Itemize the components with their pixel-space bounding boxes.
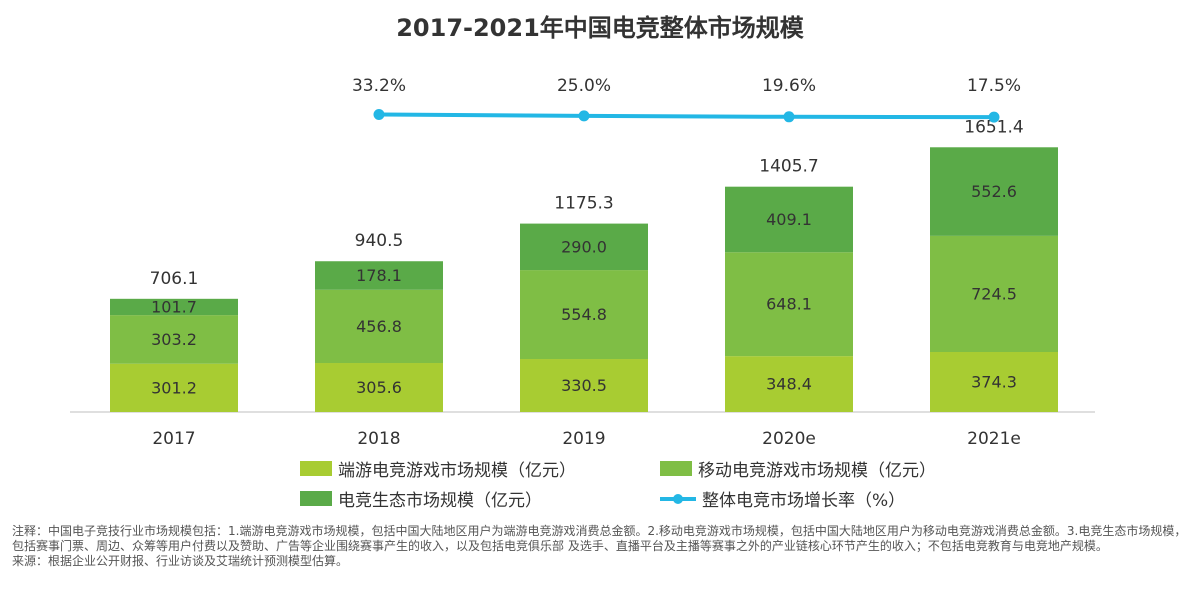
- growth-label-2021e: 17.5%: [967, 76, 1021, 96]
- bar-mobile-2018: [315, 289, 443, 364]
- footnote-note: 注释：中国电子竞技行业市场规模包括：1.端游电竞游戏市场规模，包括中国大陆地区用…: [12, 524, 1187, 553]
- bar-label-eco-2021e: 552.6: [971, 182, 1017, 201]
- bar-label-eco-2019: 290.0: [561, 237, 607, 256]
- legend-item-growth: 整体电竞市场增长率（%）: [660, 486, 905, 511]
- stacked-bar-chart: 301.2 303.2 101.7 706.1 2017 305.6 456.8 178.1 9…: [70, 76, 1095, 449]
- total-label-2019: 1175.3: [554, 194, 613, 214]
- total-label-2017: 706.1: [150, 269, 199, 289]
- bar-pc-2020e: [725, 356, 853, 412]
- legend-item-mobile: 移动电竞游戏市场规模（亿元）: [660, 456, 936, 481]
- footnote-source: 来源：根据企业公开财报、行业访谈及艾瑞统计预测模型估算。: [12, 554, 349, 568]
- bar-label-eco-2017: 101.7: [151, 297, 197, 316]
- bar-label-mobile-2017: 303.2: [151, 330, 197, 349]
- bar-label-eco-2020e: 409.1: [766, 210, 812, 229]
- growth-label-2020e: 19.6%: [762, 76, 816, 96]
- growth-point-2018: [373, 109, 385, 120]
- bar-label-eco-2018: 178.1: [356, 266, 402, 285]
- bar-label-pc-2017: 301.2: [151, 378, 197, 397]
- growth-label-2018: 33.2%: [352, 76, 406, 96]
- bar-mobile-2017: [110, 315, 238, 364]
- bar-mobile-2019: [520, 270, 648, 360]
- bar-label-mobile-2020e: 648.1: [766, 295, 812, 314]
- bar-mobile-2020e: [725, 252, 853, 357]
- total-label-2018: 940.5: [355, 231, 404, 251]
- footnote: 注释：中国电子竞技行业市场规模包括：1.端游电竞游戏市场规模，包括中国大陆地区用…: [12, 524, 1192, 569]
- growth-label-2019: 25.0%: [557, 76, 611, 96]
- chart-title: 2017-2021年中国电竞整体市场规模: [396, 14, 804, 42]
- bar-eco-2021e: [930, 147, 1058, 236]
- growth-point-2020e: [783, 111, 795, 123]
- x-tick-label-2021e: 2021e: [967, 429, 1021, 449]
- legend-item-eco: 电竞生态市场规模（亿元）: [300, 486, 542, 511]
- legend-swatch-pc: [300, 461, 332, 476]
- bar-mobile-2021e: [930, 235, 1058, 352]
- bar-pc-2019: [520, 359, 648, 412]
- bar-label-mobile-2021e: 724.5: [971, 284, 1017, 303]
- bar-label-pc-2021e: 374.3: [971, 372, 1017, 391]
- bar-label-mobile-2018: 456.8: [356, 317, 402, 336]
- bar-label-pc-2020e: 348.4: [766, 375, 812, 394]
- legend-label-mobile: 移动电竞游戏市场规模（亿元）: [698, 461, 936, 481]
- total-label-2020e: 1405.7: [759, 157, 818, 177]
- legend-line-growth: [660, 491, 696, 506]
- bar-eco-2018: [315, 261, 443, 290]
- x-tick-label-2020e: 2020e: [762, 429, 816, 449]
- x-tick-label-2018: 2018: [357, 429, 400, 449]
- bar-label-pc-2018: 305.6: [356, 378, 402, 397]
- legend-item-pc: 端游电竞游戏市场规模（亿元）: [300, 456, 576, 481]
- chart-legend: 端游电竞游戏市场规模（亿元） 移动电竞游戏市场规模（亿元） 电竞生态市场规模（亿…: [300, 456, 1000, 516]
- legend-label-growth: 整体电竞市场增长率（%）: [702, 491, 906, 511]
- x-tick-label-2017: 2017: [152, 429, 195, 449]
- bar-pc-2018: [315, 363, 443, 412]
- bar-label-pc-2019: 330.5: [561, 376, 607, 395]
- total-label-2021e: 1651.4: [964, 117, 1023, 137]
- legend-swatch-eco: [300, 491, 332, 506]
- legend-swatch-mobile: [660, 461, 692, 476]
- bar-label-mobile-2019: 554.8: [561, 305, 607, 324]
- growth-point-2019: [578, 110, 590, 122]
- growth-rate-line: [377, 112, 996, 120]
- growth-point-2021e: [988, 111, 1000, 123]
- bar-eco-2019: [520, 223, 648, 271]
- bar-eco-2020e: [725, 186, 853, 253]
- x-tick-label-2019: 2019: [562, 429, 605, 449]
- bar-pc-2021e: [930, 351, 1058, 412]
- legend-label-eco: 电竞生态市场规模（亿元）: [338, 491, 542, 511]
- bar-pc-2017: [110, 363, 238, 412]
- legend-label-pc: 端游电竞游戏市场规模（亿元）: [338, 461, 576, 481]
- bar-eco-2017: [110, 298, 238, 316]
